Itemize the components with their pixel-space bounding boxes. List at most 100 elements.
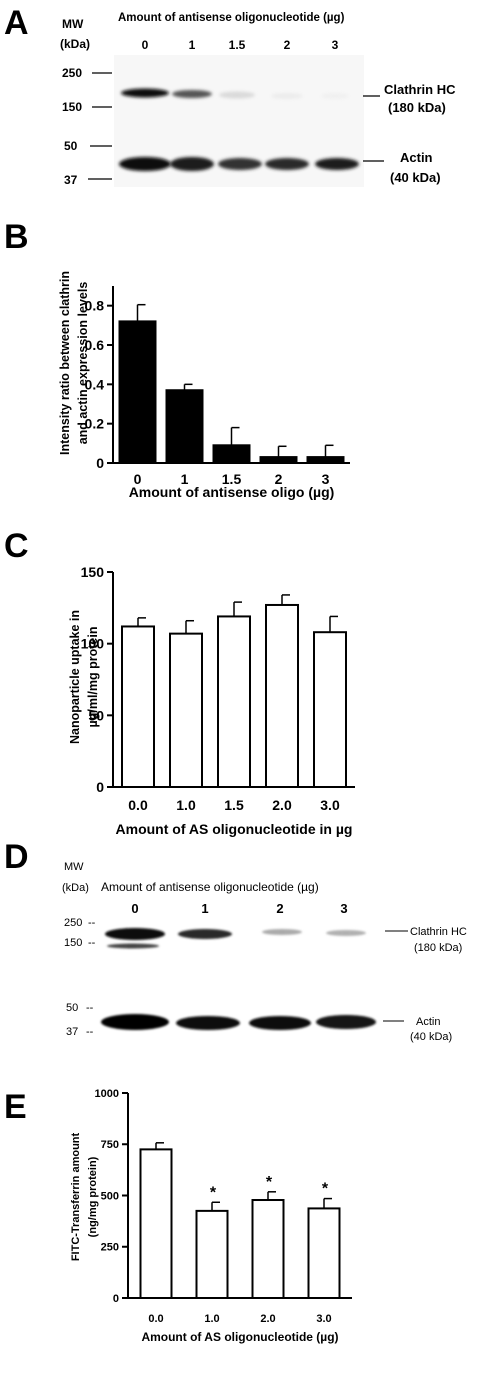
y-axis-title: µg/ml/mg protein (86, 627, 100, 728)
chart-panel-e: E 0 250 500 750 1000 0.0 1.0 * 2.0 * 3.0 * FITC-Trans… (4, 1088, 352, 1344)
panel-a-clathrin-band (121, 88, 169, 98)
x-tick-label: 1.5 (222, 471, 242, 487)
bar (251, 1199, 285, 1300)
y-tick-label: 0.8 (85, 298, 105, 314)
panel-a-title: Amount of antisense oligonucleotide (µg) (118, 12, 345, 24)
bar (195, 1209, 229, 1299)
panel-d-clathrin-band (178, 929, 232, 939)
panel-a-lane-label: 3 (332, 38, 339, 52)
panel-a-mw-marker: 37 (64, 173, 78, 187)
y-tick-label: 100 (81, 636, 105, 652)
bar (118, 320, 157, 464)
panel-d-lane-label: 0 (131, 901, 138, 916)
panel-d-clathrin-band (326, 930, 366, 936)
bar (169, 632, 203, 789)
panel-a-clathrin-band (321, 93, 349, 99)
svg-text:--: -- (86, 1002, 94, 1014)
x-tick-label: 3.0 (316, 1313, 331, 1325)
panel-a-band-label: Clathrin HC (384, 82, 456, 97)
panel-a-mw-marker: 250 (62, 66, 82, 80)
panel-d-actin-band (249, 1016, 311, 1030)
x-tick-label: 1.0 (204, 1313, 219, 1325)
panel-d-clathrin-band (262, 929, 302, 935)
panel-d-mw-marker: 250 (64, 917, 82, 929)
panel-d-letter: D (4, 838, 29, 876)
panel-d: D MW (kDa) Amount of antisense oligonucl… (4, 838, 467, 1043)
panel-a-clathrin-band (219, 91, 255, 99)
panel-letter: E (4, 1088, 27, 1126)
y-tick-label: 750 (101, 1139, 119, 1151)
panel-a-actin-band (315, 158, 359, 170)
chart-panel-b: B 0 0.2 0.4 0.6 0.8 0 1 1.5 2 3 Intensity ratio bet… (4, 218, 350, 500)
panel-d-actin-band (101, 1014, 169, 1030)
y-axis-title: FITC-Transferrin amount (70, 1132, 82, 1261)
x-tick-label: 3.0 (320, 797, 340, 813)
panel-letter: B (4, 218, 29, 256)
panel-a-letter: A (4, 4, 29, 42)
bar (313, 631, 347, 789)
x-tick-label: 1.0 (176, 797, 196, 813)
panel-d-lane-label: 3 (340, 901, 347, 916)
y-axis-title: Nanoparticle uptake in (68, 610, 82, 744)
panel-a-actin-band (170, 157, 214, 171)
panel-a-mw-marker: 150 (62, 100, 82, 114)
panel-d-title: Amount of antisense oligonucleotide (µg) (101, 880, 319, 894)
bar (259, 456, 298, 465)
y-tick-label: 0 (96, 779, 104, 795)
x-tick-label: 1.5 (224, 797, 244, 813)
panel-a-band-label: Actin (400, 150, 433, 165)
panel-a-actin-band (265, 158, 309, 170)
panel-d-band-label: (40 kDa) (410, 1031, 452, 1043)
x-tick-label: 0.0 (128, 797, 148, 813)
panel-d-mw-marker: 37 (66, 1026, 78, 1038)
panel-a-mw-label: MW (62, 17, 84, 31)
x-tick-label: 0.0 (148, 1313, 163, 1325)
y-axis-title: and actin expression levels (76, 282, 90, 445)
panel-a-lane-label: 0 (142, 38, 149, 52)
x-axis-title: Amount of AS oligonucleotide (µg) (141, 1330, 338, 1344)
bar (306, 456, 345, 465)
panel-a-mw-marker: 50 (64, 139, 78, 153)
panel-d-band-label: (180 kDa) (414, 942, 462, 954)
y-tick-label: 1000 (95, 1088, 119, 1100)
panel-a: A MW (kDa) Amount of antisense oligonucl… (4, 4, 456, 187)
panel-d-mw-label: MW (64, 861, 84, 873)
bar (121, 625, 155, 789)
y-tick-label: 0.4 (85, 376, 105, 392)
significance-marker: * (322, 1181, 329, 1198)
panel-d-lane-label: 1 (201, 901, 208, 916)
panel-d-actin-band (176, 1016, 240, 1030)
panel-d-actin-band (316, 1015, 376, 1029)
panel-d-band-label: Actin (416, 1016, 440, 1028)
panel-a-lane-label: 2 (284, 38, 291, 52)
y-axis-title: (ng/mg protein) (87, 1156, 99, 1237)
panel-a-band-label: (40 kDa) (390, 170, 441, 185)
y-tick-label: 50 (88, 707, 104, 723)
panel-d-kda-label: (kDa) (62, 882, 89, 894)
bar (217, 615, 251, 789)
panel-d-clathrin-band (107, 943, 159, 949)
y-tick-label: 0.2 (85, 416, 105, 432)
panel-a-clathrin-band (172, 90, 212, 98)
panel-letter: C (4, 527, 29, 565)
y-tick-label: 150 (81, 564, 105, 580)
significance-marker: * (210, 1184, 217, 1201)
svg-text:--: -- (88, 917, 96, 929)
y-tick-label: 0 (113, 1293, 119, 1305)
svg-text:--: -- (86, 1026, 94, 1038)
panel-d-band-label: Clathrin HC (410, 926, 467, 938)
y-tick-label: 0 (96, 455, 104, 471)
panel-a-lane-label: 1 (189, 38, 196, 52)
y-tick-label: 0.6 (85, 337, 105, 353)
panel-d-mw-marker: 150 (64, 937, 82, 949)
x-tick-label: 3 (322, 471, 330, 487)
x-tick-label: 2.0 (272, 797, 292, 813)
panel-a-clathrin-band (271, 93, 303, 99)
panel-a-kda-label: (kDa) (60, 37, 90, 51)
x-tick-label: 0 (134, 471, 142, 487)
bar (165, 389, 204, 465)
chart-panel-c: C 0 50 100 150 0.0 1.0 1.5 2.0 3.0 Nanoparticle up… (4, 527, 355, 837)
bar (265, 603, 299, 789)
panel-a-band-label: (180 kDa) (388, 100, 446, 115)
